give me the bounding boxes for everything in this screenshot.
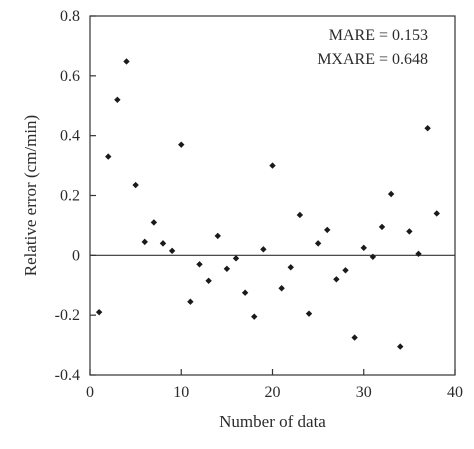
data-point: [205, 277, 212, 284]
data-point: [397, 343, 404, 350]
data-point: [433, 210, 440, 217]
y-tick-label: 0.8: [60, 8, 80, 25]
y-axis-label: Relative error (cm/min): [21, 115, 40, 276]
y-tick-label: -0.4: [55, 367, 80, 384]
data-point: [95, 308, 103, 316]
data-point: [241, 289, 249, 296]
x-tick-label: 0: [86, 384, 94, 401]
data-point: [196, 261, 203, 268]
data-point: [168, 247, 176, 255]
data-point: [251, 313, 258, 320]
data-point: [278, 285, 285, 292]
data-point: [114, 96, 121, 103]
data-point: [287, 264, 294, 271]
y-tick-label: -0.2: [55, 307, 80, 324]
mare-annotation: MARE = 0.153: [329, 27, 428, 44]
y-axis-ticks: -0.4 -0.2 0 0.2 0.4 0.6 0.8: [55, 8, 96, 384]
data-points: [95, 58, 440, 350]
data-point: [296, 211, 304, 219]
x-tick-label: 20: [265, 384, 281, 401]
data-point: [342, 267, 349, 274]
data-point: [132, 181, 139, 189]
data-point: [232, 255, 240, 262]
data-point: [260, 246, 267, 253]
data-point: [333, 276, 340, 283]
data-point: [159, 240, 167, 247]
data-point: [314, 240, 322, 247]
data-point: [187, 298, 194, 305]
x-tick-label: 40: [447, 384, 463, 401]
x-axis-label: Number of data: [219, 412, 326, 431]
data-point: [123, 58, 130, 65]
data-point: [387, 190, 395, 198]
data-point: [150, 219, 158, 226]
data-point: [178, 141, 185, 148]
data-point: [424, 124, 431, 132]
data-point: [378, 223, 386, 231]
data-point: [269, 162, 276, 169]
y-tick-label: 0.4: [60, 128, 80, 145]
data-point: [351, 334, 358, 341]
data-point: [223, 265, 231, 272]
data-point: [360, 244, 367, 252]
data-point: [105, 153, 112, 160]
data-point: [324, 226, 331, 234]
mxare-annotation: MXARE = 0.648: [317, 51, 428, 68]
y-tick-label: 0.2: [60, 188, 80, 205]
x-tick-label: 10: [173, 384, 189, 401]
x-tick-label: 30: [356, 384, 372, 401]
data-point: [214, 232, 221, 240]
y-tick-label: 0.6: [60, 68, 80, 85]
data-point: [305, 310, 313, 317]
data-point: [141, 238, 148, 246]
data-point: [369, 253, 377, 261]
data-point: [406, 228, 413, 235]
x-axis-ticks: 0 10 20 30 40: [86, 369, 463, 401]
data-point: [415, 250, 422, 258]
y-tick-label: 0: [72, 247, 80, 264]
